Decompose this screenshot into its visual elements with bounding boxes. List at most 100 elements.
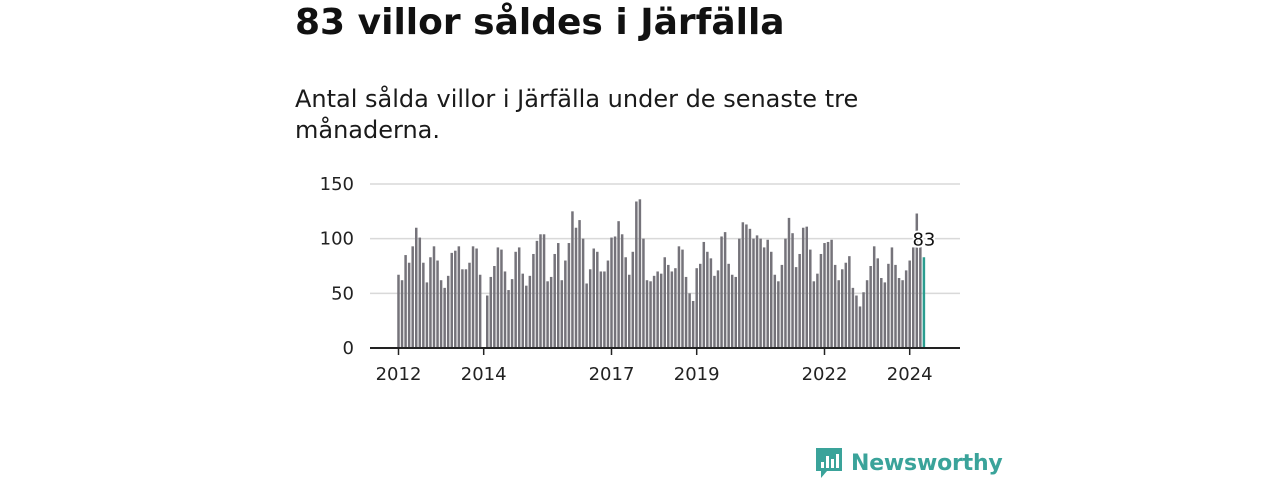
y-tick-label: 150 xyxy=(320,174,354,195)
bar xyxy=(496,247,500,348)
bar xyxy=(507,290,510,348)
chart-title: 83 villor såldes i Järfälla xyxy=(295,2,785,43)
bar xyxy=(429,257,432,348)
bar xyxy=(883,282,887,348)
bar xyxy=(759,238,762,348)
bar xyxy=(592,248,595,348)
bar xyxy=(841,269,844,348)
bar xyxy=(816,273,819,348)
bar xyxy=(869,266,872,348)
bar xyxy=(865,280,869,348)
bar xyxy=(780,264,784,348)
bar xyxy=(798,253,801,348)
bar xyxy=(688,293,691,348)
bar xyxy=(734,276,737,348)
bar xyxy=(418,237,422,348)
bar xyxy=(404,255,407,348)
bar xyxy=(503,271,507,348)
y-axis-tick-labels: 0 50 100 150 xyxy=(320,174,354,359)
bar xyxy=(663,257,666,348)
bar xyxy=(603,271,606,348)
bar xyxy=(862,292,865,348)
bar xyxy=(791,233,794,348)
bar xyxy=(720,236,723,348)
highlight-bar xyxy=(922,257,926,348)
bar xyxy=(486,295,489,348)
highlight-value-label: 83 xyxy=(912,229,935,250)
bar xyxy=(823,243,826,348)
bar xyxy=(837,280,840,348)
bar xyxy=(787,217,791,348)
bar xyxy=(659,273,663,348)
bar xyxy=(564,260,567,348)
bar xyxy=(713,275,716,348)
bar xyxy=(812,281,816,348)
bar xyxy=(443,287,446,348)
bar xyxy=(716,270,720,348)
newsworthy-logo-icon xyxy=(816,448,842,478)
bar xyxy=(599,271,603,348)
y-tick-label: 100 xyxy=(320,229,354,250)
bar xyxy=(858,306,862,348)
bar xyxy=(890,247,894,348)
bar xyxy=(727,263,730,348)
bar xyxy=(876,258,879,348)
bar xyxy=(894,264,897,348)
bar xyxy=(897,278,901,348)
bar xyxy=(638,199,642,348)
bar xyxy=(830,239,833,348)
bar xyxy=(773,274,777,348)
bar xyxy=(571,211,574,348)
bar xyxy=(549,276,553,348)
bar xyxy=(844,262,848,348)
bar xyxy=(475,248,478,348)
bar xyxy=(610,237,613,348)
bar xyxy=(493,266,496,348)
bar xyxy=(794,267,798,348)
bar xyxy=(819,253,823,348)
bar xyxy=(912,247,915,348)
newsworthy-brand[interactable]: Newsworthy xyxy=(814,446,1003,480)
bar xyxy=(805,226,808,348)
x-tick-label: 2024 xyxy=(887,364,933,385)
bar xyxy=(528,275,532,348)
x-tick-label: 2017 xyxy=(589,364,635,385)
bar xyxy=(904,270,908,348)
bar xyxy=(436,260,439,348)
bar xyxy=(699,263,702,348)
bar xyxy=(620,234,624,348)
bar xyxy=(514,251,517,348)
bar xyxy=(649,281,652,348)
bar xyxy=(738,238,741,348)
bar xyxy=(581,238,585,348)
bar xyxy=(851,287,855,348)
bar xyxy=(656,271,659,348)
bar xyxy=(801,227,805,348)
bar xyxy=(535,240,539,348)
bar xyxy=(606,260,610,348)
bar xyxy=(510,279,514,348)
bar xyxy=(574,227,578,348)
bar xyxy=(500,249,503,348)
bar xyxy=(450,252,453,348)
bar xyxy=(880,278,883,348)
bar xyxy=(560,280,564,348)
x-tick-label: 2022 xyxy=(802,364,848,385)
y-tick-label: 50 xyxy=(331,283,354,304)
bar xyxy=(681,249,684,348)
bar xyxy=(730,274,734,348)
bar xyxy=(691,300,695,348)
bar xyxy=(567,243,571,348)
bar xyxy=(542,234,546,348)
bar xyxy=(652,275,656,348)
bar xyxy=(635,201,638,348)
bar xyxy=(422,262,425,348)
bar xyxy=(525,285,528,348)
bar xyxy=(748,228,752,348)
bar xyxy=(613,236,617,348)
bar xyxy=(915,213,919,348)
chart-subtitle: Antal sålda villor i Järfälla under de s… xyxy=(295,85,859,144)
bar xyxy=(489,276,493,348)
bar xyxy=(766,239,769,348)
